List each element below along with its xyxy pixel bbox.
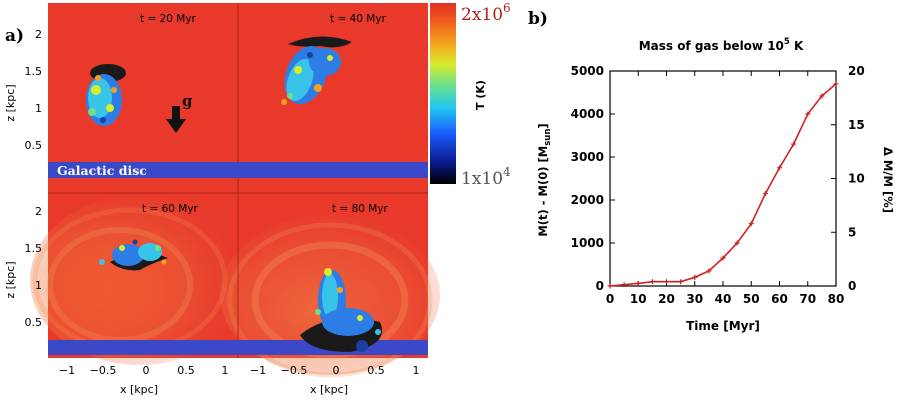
x-tick-label: −0.5 [281, 364, 308, 377]
panel-a-label: a) [5, 26, 24, 46]
time-label-80myr: t = 80 Myr [332, 203, 389, 215]
y-tick-label: 1 [35, 279, 42, 292]
y-tick-label: 2 [35, 205, 42, 218]
x-tick-label: 60 [771, 292, 788, 306]
gravity-label: g [182, 92, 193, 110]
cloud-40myr [281, 36, 352, 105]
galactic-disc [48, 162, 428, 178]
x-tick-label: 0.5 [367, 364, 385, 377]
colorbar-min-label: 1x104 [461, 165, 511, 189]
x-tick-label: 50 [743, 292, 760, 306]
colorbar-label: T (K) [474, 80, 487, 110]
swirl-texture [30, 195, 250, 365]
panel-b-label: b) [528, 9, 548, 29]
x-tick-label: −1 [59, 364, 75, 377]
y-tick-label: 2 [35, 28, 42, 41]
y2-axis-label: Δ M/M [%] [881, 147, 895, 213]
x-tick-label: 30 [686, 292, 703, 306]
y2-ticks: 0 5 10 15 20 [831, 64, 865, 293]
y-tick-label: 3000 [571, 150, 604, 164]
y2-tick-label: 20 [848, 64, 865, 78]
x-tick-label: 1 [222, 364, 229, 377]
panel-40myr [238, 3, 428, 193]
y-ticks: 0 1000 2000 3000 4000 5000 [571, 64, 615, 293]
y-tick-label: 2000 [571, 193, 604, 207]
x-tick-label: 80 [828, 292, 845, 306]
y2-tick-label: 0 [848, 279, 856, 293]
x-tick-label: 20 [658, 292, 675, 306]
cloud-80myr [300, 268, 382, 352]
y-tick-label: 1000 [571, 236, 604, 250]
y-tick-label: 1.5 [25, 242, 43, 255]
x-tick-label: −0.5 [90, 364, 117, 377]
x-tick-label: 0 [333, 364, 340, 377]
x-tick-label: 0 [606, 292, 614, 306]
x-ticks: 0 10 20 30 40 50 60 70 80 [606, 71, 845, 306]
x-tick-label: 40 [715, 292, 732, 306]
y2-tick-label: 15 [848, 118, 865, 132]
y-tick-label: 1 [35, 102, 42, 115]
x-axis-label: x [kpc] [310, 383, 348, 396]
x-tick-label: 0.5 [177, 364, 195, 377]
colorbar-gradient [430, 3, 456, 184]
x-tick-label: −1 [250, 364, 266, 377]
x-tick-label: 1 [413, 364, 420, 377]
x-axis-label: x [kpc] [120, 383, 158, 396]
y-axis-label: z [kpc] [4, 261, 17, 298]
disc-label: Galactic disc [57, 163, 147, 178]
panel-a-x-axis: −1 −0.5 0 0.5 1 −1 −0.5 0 0.5 1 x [kpc] … [59, 364, 420, 396]
y-tick-label: 5000 [571, 64, 604, 78]
chart-title: Mass of gas below 105 K [639, 37, 804, 53]
x-tick-label: 0 [143, 364, 150, 377]
y-tick-label: 4000 [571, 107, 604, 121]
y-tick-label: 1.5 [25, 65, 43, 78]
swirl-ring [227, 222, 433, 378]
y-tick-label: 0.5 [25, 316, 43, 329]
cloud-60myr [99, 239, 168, 271]
time-label-40myr: t = 40 Myr [330, 13, 387, 25]
colorbar-max-label: 2x106 [461, 1, 511, 25]
time-label-20myr: t = 20 Myr [140, 13, 197, 25]
simulation-panels [30, 3, 440, 378]
x-tick-label: 10 [630, 292, 647, 306]
y-tick-label: 0.5 [25, 139, 43, 152]
y-axis-label: M(t) - M(0) [Msun] [536, 123, 553, 236]
y-axis-label: z [kpc] [4, 84, 17, 121]
x-axis-label: Time [Myr] [686, 319, 760, 333]
series-group [607, 81, 839, 289]
cloud-20myr [86, 64, 126, 126]
gravity-arrow [166, 106, 186, 133]
x-tick-label: 70 [799, 292, 816, 306]
y2-tick-label: 10 [848, 172, 865, 186]
y2-tick-label: 5 [848, 225, 856, 239]
panel-a-y-axis: 2 1.5 1 0.5 2 1.5 1 0.5 z [kpc] z [kpc] [4, 28, 42, 329]
panel-20myr [48, 3, 238, 193]
colorbar: 2x106 1x104 T (K) [430, 1, 511, 189]
plot-frame [609, 70, 837, 287]
time-label-60myr: t = 60 Myr [142, 203, 199, 215]
y-tick-label: 0 [596, 279, 604, 293]
